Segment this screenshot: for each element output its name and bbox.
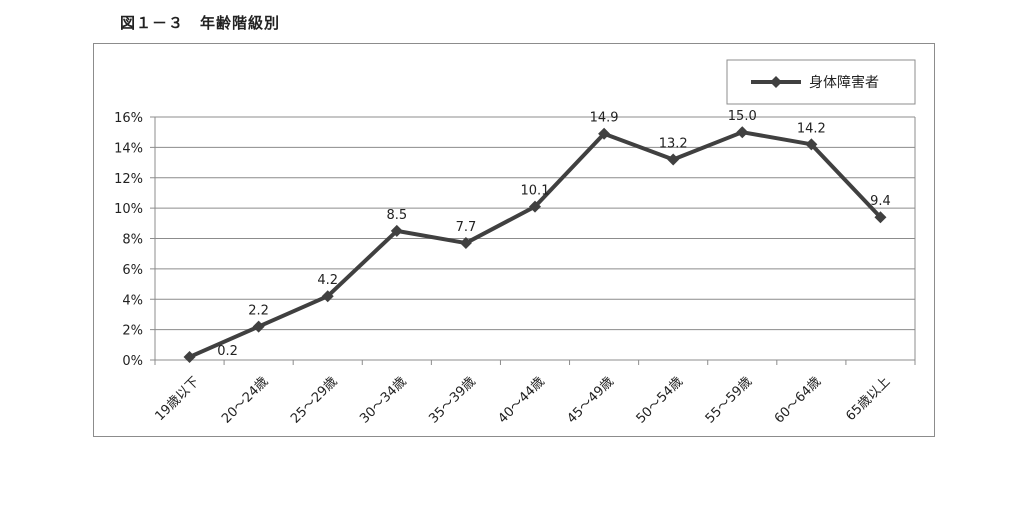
data-label: 10.1 — [521, 184, 550, 199]
y-tick-label: 14% — [114, 141, 143, 156]
x-tick-label: 65歳以上 — [843, 374, 893, 424]
y-tick-label: 16% — [114, 111, 143, 126]
data-point-marker — [321, 290, 334, 303]
legend-marker — [770, 76, 782, 88]
x-tick-label: 35～39歳 — [426, 374, 478, 426]
data-point-marker — [183, 350, 196, 363]
data-label: 14.2 — [797, 121, 826, 136]
data-point-marker — [598, 127, 611, 140]
data-point-marker — [529, 200, 541, 213]
y-tick-label: 0% — [122, 354, 143, 369]
x-tick-label: 60～64歳 — [772, 374, 824, 426]
y-tick-label: 2% — [122, 324, 143, 339]
x-tick-label: 45～49歳 — [565, 374, 617, 426]
data-label: 15.0 — [728, 109, 757, 124]
data-label: 8.5 — [386, 208, 407, 223]
x-tick-label: 20～24歳 — [219, 374, 271, 426]
x-tick-label: 40～44歳 — [495, 374, 547, 426]
data-label: 4.2 — [317, 273, 338, 288]
chart-frame — [93, 43, 935, 437]
data-label: 9.4 — [870, 194, 891, 209]
figure-title: 図１－３ 年齢階級別 — [120, 14, 281, 32]
legend-label: 身体障害者 — [809, 75, 879, 91]
y-tick-label: 6% — [122, 263, 143, 278]
data-label: 2.2 — [248, 304, 269, 319]
x-tick-label: 55～59歳 — [703, 374, 755, 426]
data-point-marker — [667, 153, 680, 166]
y-tick-label: 8% — [122, 233, 143, 248]
series-line — [187, 130, 883, 359]
data-point-marker — [252, 320, 265, 333]
data-label: 0.2 — [217, 344, 238, 359]
x-tick-label: 50～54歳 — [634, 374, 686, 426]
x-tick-label: 25～29歳 — [288, 374, 340, 426]
data-label: 7.7 — [456, 220, 477, 235]
data-point-marker — [736, 126, 749, 139]
x-tick-label: 19歳以下 — [152, 374, 202, 424]
data-point-marker — [390, 224, 403, 237]
data-point-marker — [805, 138, 818, 151]
data-label: 14.9 — [590, 111, 619, 126]
y-tick-label: 10% — [114, 202, 143, 217]
data-label: 13.2 — [659, 137, 688, 152]
y-tick-label: 12% — [114, 172, 143, 187]
y-tick-label: 4% — [122, 293, 143, 308]
data-point-marker — [874, 211, 887, 224]
x-tick-label: 30～34歳 — [357, 374, 409, 426]
data-point-marker — [459, 237, 472, 250]
